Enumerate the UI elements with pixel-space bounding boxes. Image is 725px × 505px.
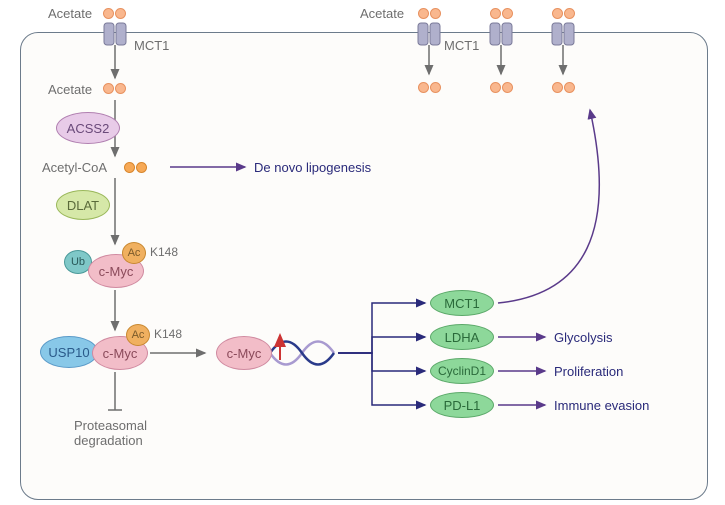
proliferation-label: Proliferation — [554, 364, 623, 379]
ldha-text: LDHA — [445, 330, 480, 345]
acss2-text: ACSS2 — [67, 121, 110, 136]
ac-node-1: Ac — [122, 242, 146, 264]
acetylcoa-label: Acetyl-CoA — [42, 160, 107, 175]
mct1-text: MCT1 — [444, 296, 479, 311]
acetylcoa-dot — [136, 162, 147, 173]
proteasomal-label: Proteasomal degradation — [74, 418, 147, 448]
cmyc-text-3: c-Myc — [227, 346, 262, 361]
cyclind1-text: CyclinD1 — [438, 364, 486, 378]
dlat-node: DLAT — [56, 190, 110, 220]
ac-text-1: Ac — [128, 247, 141, 259]
ub-text: Ub — [71, 256, 85, 268]
proteasomal-text: Proteasomal degradation — [74, 418, 147, 448]
cmyc-dna: c-Myc — [216, 336, 272, 370]
cmyc-text-1: c-Myc — [99, 264, 134, 279]
acetylcoa-dot — [124, 162, 135, 173]
acetate-dot — [552, 82, 563, 93]
acetate-dot — [430, 8, 441, 19]
mct1-label-1: MCT1 — [134, 38, 169, 53]
usp10-node: USP10 — [40, 336, 98, 368]
pdl1-target: PD-L1 — [430, 392, 494, 418]
cmyc-text-2: c-Myc — [103, 346, 138, 361]
acetate-dot — [103, 83, 114, 94]
acetate-dot — [418, 8, 429, 19]
acss2-node: ACSS2 — [56, 112, 120, 144]
acetate-label-1: Acetate — [48, 6, 92, 21]
pdl1-text: PD-L1 — [444, 398, 481, 413]
mct1-label-2: MCT1 — [444, 38, 479, 53]
acetate-label-2: Acetate — [48, 82, 92, 97]
dlat-text: DLAT — [67, 198, 99, 213]
acetate-dot — [418, 82, 429, 93]
acetate-dot — [115, 83, 126, 94]
immune-label: Immune evasion — [554, 398, 649, 413]
acetate-dot — [564, 8, 575, 19]
ac-node-2: Ac — [126, 324, 150, 346]
acetate-dot — [502, 82, 513, 93]
acetate-dot — [490, 8, 501, 19]
acetate-dot — [430, 82, 441, 93]
ac-text-2: Ac — [132, 329, 145, 341]
denovo-label: De novo lipogenesis — [254, 160, 371, 175]
acetate-dot — [502, 8, 513, 19]
acetate-label-3: Acetate — [360, 6, 404, 21]
acetate-dot — [564, 82, 575, 93]
usp10-text: USP10 — [48, 345, 89, 360]
k148-label-2: K148 — [154, 327, 182, 341]
acetate-dot — [103, 8, 114, 19]
k148-label-1: K148 — [150, 245, 178, 259]
glycolysis-label: Glycolysis — [554, 330, 613, 345]
ldha-target: LDHA — [430, 324, 494, 350]
acetate-dot — [552, 8, 563, 19]
acetate-dot — [490, 82, 501, 93]
acetate-dot — [115, 8, 126, 19]
mct1-target: MCT1 — [430, 290, 494, 316]
cyclind1-target: CyclinD1 — [430, 358, 494, 384]
